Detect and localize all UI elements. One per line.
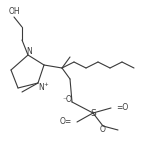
Text: O=: O= — [60, 117, 72, 127]
Text: =O: =O — [116, 103, 128, 112]
Text: N: N — [38, 82, 44, 92]
Text: O: O — [100, 125, 106, 133]
Text: OH: OH — [8, 6, 20, 16]
Text: ⁻O: ⁻O — [62, 95, 72, 104]
Text: +: + — [44, 82, 48, 87]
Text: N: N — [26, 48, 32, 56]
Text: S: S — [90, 109, 96, 117]
